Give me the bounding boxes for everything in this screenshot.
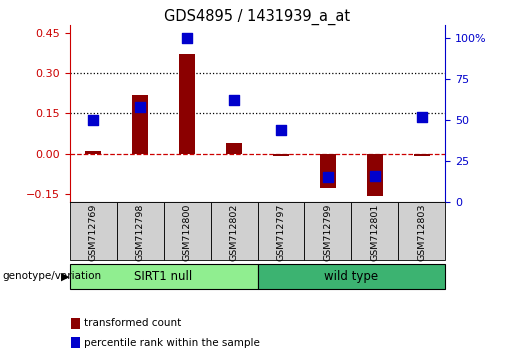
Text: GSM712799: GSM712799 bbox=[323, 204, 333, 261]
Bar bbox=[71, 337, 80, 348]
Text: SIRT1 null: SIRT1 null bbox=[134, 270, 193, 283]
Bar bbox=[179, 54, 195, 154]
Bar bbox=[226, 143, 242, 154]
Text: GSM712803: GSM712803 bbox=[418, 204, 426, 261]
Text: percentile rank within the sample: percentile rank within the sample bbox=[84, 338, 260, 348]
Bar bbox=[132, 95, 148, 154]
Bar bbox=[258, 202, 304, 260]
Bar bbox=[399, 202, 445, 260]
Text: GSM712800: GSM712800 bbox=[182, 204, 192, 261]
Text: GSM712769: GSM712769 bbox=[89, 204, 97, 261]
Bar bbox=[164, 202, 211, 260]
Bar bbox=[320, 154, 336, 188]
Bar bbox=[70, 202, 116, 260]
Bar bbox=[71, 318, 80, 329]
Bar bbox=[116, 202, 164, 260]
Bar bbox=[85, 151, 101, 154]
Bar bbox=[211, 202, 258, 260]
Text: GSM712801: GSM712801 bbox=[370, 204, 380, 261]
Text: GDS4895 / 1431939_a_at: GDS4895 / 1431939_a_at bbox=[164, 9, 351, 25]
Point bbox=[371, 173, 379, 178]
Point bbox=[324, 175, 332, 180]
Bar bbox=[258, 264, 445, 289]
Text: GSM712798: GSM712798 bbox=[135, 204, 145, 261]
Point bbox=[230, 97, 238, 103]
Text: GSM712802: GSM712802 bbox=[230, 204, 238, 261]
Point bbox=[183, 35, 191, 41]
Text: wild type: wild type bbox=[324, 270, 379, 283]
Text: genotype/variation: genotype/variation bbox=[3, 272, 101, 281]
Bar bbox=[304, 202, 352, 260]
Bar bbox=[352, 202, 399, 260]
Point bbox=[418, 114, 426, 119]
Point bbox=[89, 117, 97, 123]
Point bbox=[136, 104, 144, 109]
Bar bbox=[273, 154, 289, 156]
Bar bbox=[70, 264, 258, 289]
Text: transformed count: transformed count bbox=[84, 318, 181, 328]
Text: GSM712797: GSM712797 bbox=[277, 204, 285, 261]
Bar bbox=[414, 154, 430, 156]
Bar bbox=[367, 154, 383, 196]
Text: ▶: ▶ bbox=[61, 272, 70, 281]
Point bbox=[277, 127, 285, 132]
